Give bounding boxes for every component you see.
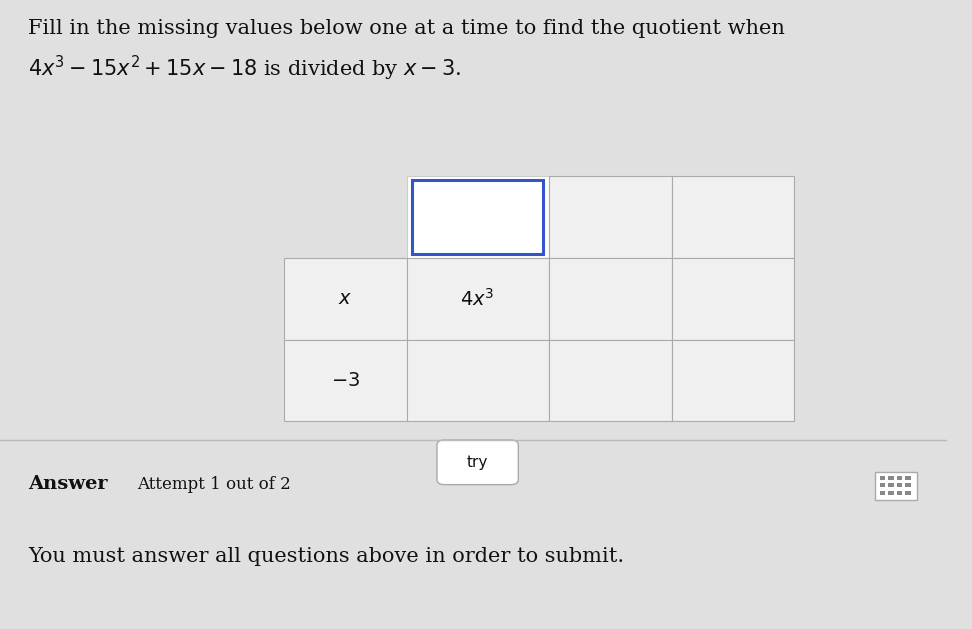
Bar [888,483,894,487]
Bar [880,491,885,495]
Bar [406,258,548,340]
Text: Fill in the missing values below one at a time to find the quotient when: Fill in the missing values below one at … [28,19,785,38]
Bar [672,340,794,421]
Bar [406,340,548,421]
Bar [284,258,406,340]
Bar [905,491,911,495]
Bar [412,180,543,254]
Bar [896,491,902,495]
Bar [880,476,885,480]
Bar [905,476,911,480]
FancyBboxPatch shape [437,440,518,484]
Bar [880,483,885,487]
Bar [905,483,911,487]
Bar [672,176,794,258]
Text: try: try [467,455,488,470]
Bar [406,176,548,258]
Text: You must answer all questions above in order to submit.: You must answer all questions above in o… [28,547,624,566]
Bar [548,176,672,258]
Text: Attempt 1 out of 2: Attempt 1 out of 2 [137,476,291,493]
Bar [888,476,894,480]
Bar [672,258,794,340]
Bar [875,472,918,500]
Bar [548,340,672,421]
Bar [888,491,894,495]
Bar [896,476,902,480]
Text: $4x^3$: $4x^3$ [461,288,495,309]
Text: $4x^3 - 15x^2 + 15x - 18$ is divided by $x - 3$.: $4x^3 - 15x^2 + 15x - 18$ is divided by … [28,53,462,82]
Bar [548,258,672,340]
Text: $-3$: $-3$ [330,371,360,390]
Bar [896,483,902,487]
Text: Answer: Answer [28,476,108,493]
Text: $x$: $x$ [338,289,352,308]
Bar [284,340,406,421]
